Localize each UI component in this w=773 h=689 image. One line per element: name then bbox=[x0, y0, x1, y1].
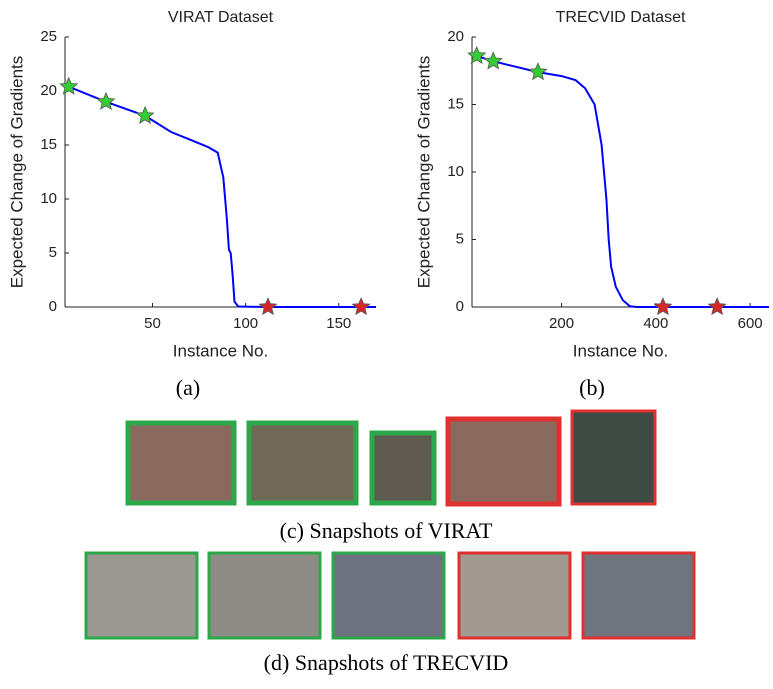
y-tick-label: 5 bbox=[456, 230, 464, 247]
star-marker bbox=[707, 296, 727, 316]
chart-title: VIRAT Dataset bbox=[168, 9, 274, 26]
snapshots-trecvid bbox=[84, 551, 696, 640]
snapshot bbox=[581, 551, 696, 640]
data-line bbox=[68, 85, 376, 308]
caption: (c) Snapshots of VIRAT bbox=[280, 518, 493, 543]
y-tick-label: 10 bbox=[40, 190, 57, 207]
star-marker bbox=[467, 45, 487, 65]
y-tick-label: 10 bbox=[447, 163, 464, 180]
y-tick-label: 15 bbox=[40, 136, 57, 153]
snapshot bbox=[369, 430, 437, 506]
star-marker bbox=[351, 296, 371, 316]
y-tick-label: 15 bbox=[447, 95, 464, 112]
x-tick-label: 100 bbox=[233, 315, 258, 332]
snapshot bbox=[246, 420, 359, 506]
snapshot bbox=[570, 409, 657, 506]
snapshot bbox=[84, 551, 199, 640]
snapshot bbox=[331, 551, 446, 640]
y-tick-label: 5 bbox=[49, 244, 57, 261]
snapshot bbox=[125, 420, 237, 506]
y-tick-label: 20 bbox=[447, 28, 464, 45]
snapshots-virat bbox=[125, 409, 657, 507]
snapshot bbox=[457, 551, 572, 640]
caption: (a) bbox=[176, 375, 200, 400]
y-tick-label: 0 bbox=[456, 298, 464, 315]
star-marker bbox=[96, 91, 116, 110]
star-marker bbox=[653, 296, 673, 316]
x-axis-label: Instance No. bbox=[173, 341, 268, 360]
y-axis-label: Expected Change of Gradients bbox=[414, 56, 433, 288]
y-tick-label: 20 bbox=[40, 82, 57, 99]
star-marker bbox=[135, 105, 155, 124]
x-axis-label: Instance No. bbox=[573, 341, 668, 360]
y-tick-label: 0 bbox=[49, 298, 57, 315]
y-tick-label: 25 bbox=[40, 28, 57, 45]
x-tick-label: 50 bbox=[144, 315, 161, 332]
x-tick-label: 400 bbox=[643, 315, 668, 332]
x-tick-label: 200 bbox=[549, 315, 574, 332]
snapshot bbox=[445, 416, 562, 507]
caption: (d) Snapshots of TRECVID bbox=[264, 650, 509, 675]
x-tick-label: 600 bbox=[738, 315, 763, 332]
star-marker bbox=[528, 62, 548, 81]
chart-title: TRECVID Dataset bbox=[556, 9, 686, 26]
caption: (b) bbox=[579, 375, 605, 400]
star-marker bbox=[59, 76, 79, 95]
data-line bbox=[476, 54, 769, 308]
x-tick-label: 150 bbox=[326, 315, 351, 332]
snapshot bbox=[207, 551, 322, 640]
y-axis-label: Expected Change of Gradients bbox=[7, 56, 26, 288]
star-marker bbox=[483, 51, 503, 70]
star-marker bbox=[258, 296, 278, 316]
